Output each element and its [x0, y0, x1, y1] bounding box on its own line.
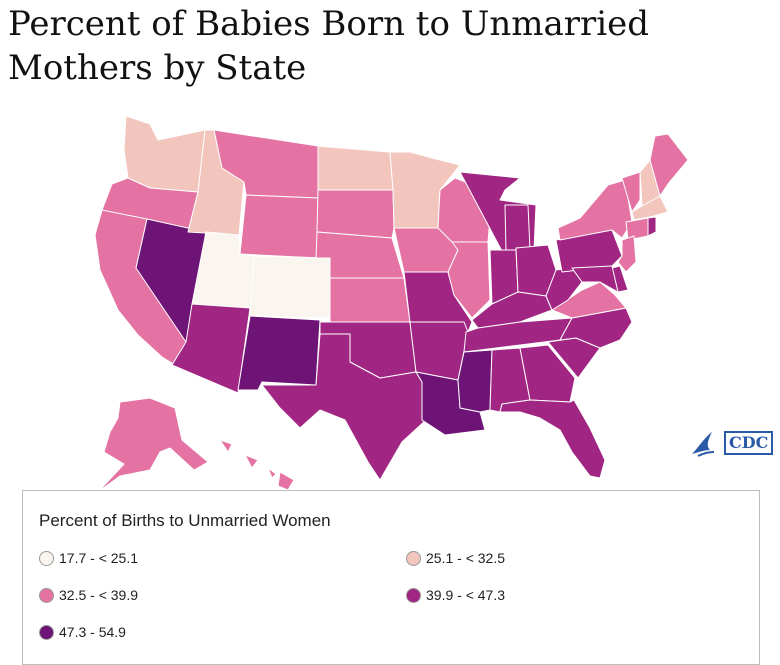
legend-item-47-54: 47.3 - 54.9 — [39, 624, 126, 640]
state-CT[interactable] — [625, 217, 649, 241]
legend-item-25-32: 25.1 - < 32.5 — [406, 550, 505, 566]
state-FL[interactable] — [499, 399, 606, 479]
state-AK[interactable] — [97, 397, 209, 493]
hhs-eagle-icon — [692, 432, 715, 457]
legend-title: Percent of Births to Unmarried Women — [39, 511, 331, 530]
cdc-logo: CDC — [690, 428, 774, 460]
state-AR[interactable] — [409, 321, 469, 381]
state-KS[interactable] — [329, 277, 411, 323]
state-NY[interactable] — [557, 179, 633, 241]
legend-item-39-47: 39.9 - < 47.3 — [406, 587, 505, 603]
state-GA[interactable] — [519, 344, 576, 403]
state-AZ[interactable] — [171, 303, 251, 394]
legend-swatch — [39, 624, 54, 640]
state-IL[interactable] — [447, 241, 491, 319]
state-HI[interactable] — [219, 439, 295, 491]
state-MA[interactable] — [631, 195, 669, 221]
legend-label: 47.3 - 54.9 — [59, 624, 126, 640]
state-WA[interactable] — [123, 115, 206, 193]
state-RI[interactable] — [647, 216, 657, 237]
state-TX[interactable] — [261, 333, 427, 481]
state-VT[interactable] — [621, 171, 641, 213]
state-NJ[interactable] — [617, 235, 637, 273]
legend: Percent of Births to Unmarried Women 17.… — [22, 490, 760, 665]
state-MS[interactable] — [457, 349, 493, 413]
legend-swatch — [39, 550, 54, 566]
legend-swatch — [406, 587, 421, 603]
state-MD[interactable] — [571, 265, 619, 293]
state-SD[interactable] — [316, 189, 395, 239]
page-title: Percent of Babies Born to Unmarried Moth… — [8, 4, 650, 88]
legend-label: 25.1 - < 32.5 — [426, 550, 506, 566]
legend-swatch — [406, 550, 421, 566]
state-NM[interactable] — [237, 315, 321, 391]
state-CO[interactable] — [249, 255, 331, 319]
legend-item-17-25: 17.7 - < 25.1 — [39, 550, 138, 566]
legend-label: 32.5 - < 39.9 — [59, 587, 139, 603]
legend-label: 39.9 - < 47.3 — [426, 587, 506, 603]
legend-item-32-39: 32.5 - < 39.9 — [39, 587, 138, 603]
state-ND[interactable] — [317, 145, 394, 191]
state-WY[interactable] — [239, 194, 319, 259]
legend-label: 17.7 - < 25.1 — [59, 550, 139, 566]
cdc-logo-text: CDC — [724, 431, 774, 455]
state-VA[interactable] — [551, 281, 627, 319]
legend-swatch — [39, 587, 54, 603]
